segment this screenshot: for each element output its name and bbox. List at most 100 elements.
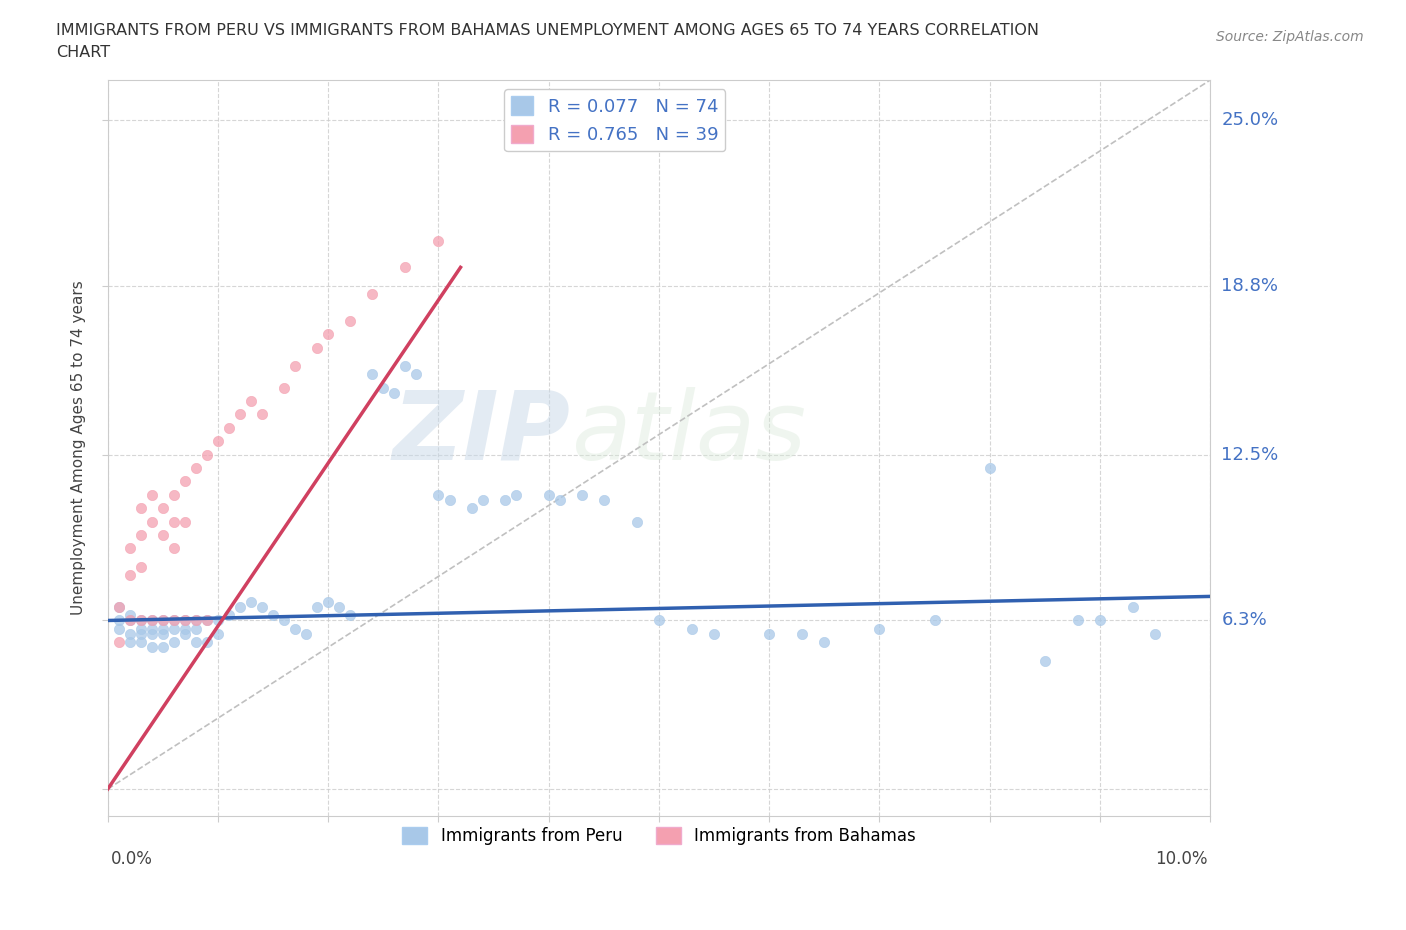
Point (471, 493, 494, 508)
Point (240, 393, 263, 408)
Text: 18.8%: 18.8% (1222, 277, 1278, 295)
Text: 25.0%: 25.0% (1222, 112, 1278, 129)
Text: 12.5%: 12.5% (1222, 445, 1278, 464)
Point (703, 627, 725, 642)
Point (207, 627, 229, 642)
Point (328, 600, 350, 615)
Point (307, 600, 329, 615)
Point (373, 380, 395, 395)
Point (537, 487, 560, 502)
Point (174, 474, 197, 489)
Point (307, 340, 329, 355)
Point (339, 313, 361, 328)
Point (163, 487, 186, 502)
Point (141, 613, 163, 628)
Point (163, 514, 186, 529)
Point (107, 634, 129, 649)
Point (174, 621, 197, 636)
Point (284, 359, 307, 374)
Point (152, 613, 174, 628)
Point (316, 326, 339, 341)
Point (141, 640, 163, 655)
Text: atlas: atlas (571, 387, 806, 480)
Point (184, 634, 207, 649)
Point (439, 493, 461, 508)
Point (184, 613, 207, 628)
Point (152, 627, 174, 642)
Point (129, 613, 152, 628)
Point (1122, 600, 1144, 615)
Point (250, 407, 273, 422)
Point (163, 613, 186, 628)
Point (118, 541, 141, 556)
Point (229, 600, 252, 615)
Point (174, 627, 197, 642)
Point (813, 634, 835, 649)
Point (129, 500, 152, 515)
Point (141, 627, 163, 642)
Point (218, 420, 240, 435)
Text: Source: ZipAtlas.com: Source: ZipAtlas.com (1216, 30, 1364, 44)
Point (1067, 613, 1090, 628)
Point (152, 621, 174, 636)
Point (195, 447, 218, 462)
Point (118, 567, 141, 582)
Point (107, 600, 129, 615)
Point (273, 613, 295, 628)
Text: IMMIGRANTS FROM PERU VS IMMIGRANTS FROM BAHAMAS UNEMPLOYMENT AMONG AGES 65 TO 74: IMMIGRANTS FROM PERU VS IMMIGRANTS FROM … (56, 23, 1039, 38)
Point (129, 613, 152, 628)
Point (141, 487, 163, 502)
Point (427, 233, 450, 248)
Point (361, 367, 384, 382)
Point (427, 487, 450, 502)
Point (174, 613, 197, 628)
Point (405, 367, 427, 382)
Point (207, 613, 229, 628)
Text: 10.0%: 10.0% (1154, 851, 1208, 869)
Point (361, 286, 384, 301)
Point (758, 627, 780, 642)
Point (648, 613, 671, 628)
Point (174, 613, 197, 628)
Point (207, 433, 229, 448)
Point (163, 541, 186, 556)
Y-axis label: Unemployment Among Ages 65 to 74 years: Unemployment Among Ages 65 to 74 years (72, 281, 86, 616)
Point (141, 621, 163, 636)
Point (979, 460, 1001, 475)
Text: ZIP: ZIP (392, 387, 571, 480)
Point (118, 607, 141, 622)
Point (384, 386, 406, 401)
Point (548, 493, 571, 508)
Point (184, 613, 207, 628)
Point (339, 607, 361, 622)
Point (118, 634, 141, 649)
Point (273, 380, 295, 395)
Point (152, 613, 174, 628)
Point (152, 640, 174, 655)
Text: CHART: CHART (56, 45, 110, 60)
Point (505, 487, 527, 502)
Point (792, 627, 814, 642)
Point (571, 487, 593, 502)
Point (129, 627, 152, 642)
Point (152, 500, 174, 515)
Point (141, 514, 163, 529)
Legend: Immigrants from Peru, Immigrants from Bahamas: Immigrants from Peru, Immigrants from Ba… (395, 820, 922, 852)
Point (868, 621, 890, 636)
Point (250, 600, 273, 615)
Point (1088, 613, 1111, 628)
Point (681, 621, 703, 636)
Point (284, 621, 307, 636)
Point (295, 627, 318, 642)
Point (141, 613, 163, 628)
Point (107, 600, 129, 615)
Point (1144, 627, 1167, 642)
Point (218, 607, 240, 622)
Point (592, 493, 614, 508)
Point (163, 621, 186, 636)
Point (118, 613, 141, 628)
Point (626, 514, 648, 529)
Point (1033, 653, 1056, 668)
Point (394, 259, 416, 274)
Point (129, 560, 152, 575)
